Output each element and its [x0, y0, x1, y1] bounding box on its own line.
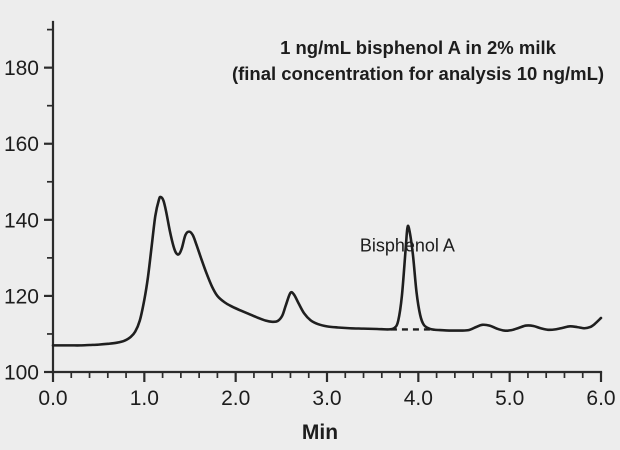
- y-tick-label: 140: [4, 209, 39, 232]
- x-tick-label: 4.0: [404, 387, 433, 410]
- chart-title-group: 1 ng/mL bisphenol A in 2% milk (final co…: [232, 37, 604, 84]
- x-tick-label: 6.0: [586, 387, 615, 410]
- chart-subtitle: (final concentration for analysis 10 ng/…: [232, 63, 604, 84]
- y-tick-label: 180: [4, 57, 39, 80]
- peak-label-bisphenol-a: Bisphenol A: [360, 235, 455, 255]
- x-tick-label: 5.0: [495, 387, 524, 410]
- x-tick-label: 3.0: [312, 387, 341, 410]
- y-tick-label: 160: [4, 133, 39, 156]
- chromatogram-trace: [51, 195, 603, 347]
- x-axis-tick-labels: 0.0 1.0 2.0 3.0 4.0 5.0 6.0: [38, 387, 615, 410]
- y-axis-ticks: [44, 28, 53, 374]
- x-tick-label: 1.0: [130, 387, 159, 410]
- x-axis-ticks: [51, 372, 603, 382]
- y-axis: 100 120 140 160 180: [4, 20, 55, 385]
- y-axis-tick-labels: 100 120 140 160 180: [4, 57, 39, 384]
- chart-title: 1 ng/mL bisphenol A in 2% milk: [280, 37, 557, 58]
- x-axis: 0.0 1.0 2.0 3.0 4.0 5.0 6.0 Min: [38, 370, 616, 444]
- x-tick-label: 0.0: [38, 387, 67, 410]
- x-axis-title: Min: [302, 421, 338, 444]
- y-tick-label: 120: [4, 285, 39, 308]
- x-tick-label: 2.0: [221, 387, 250, 410]
- y-tick-label: 100: [4, 362, 39, 385]
